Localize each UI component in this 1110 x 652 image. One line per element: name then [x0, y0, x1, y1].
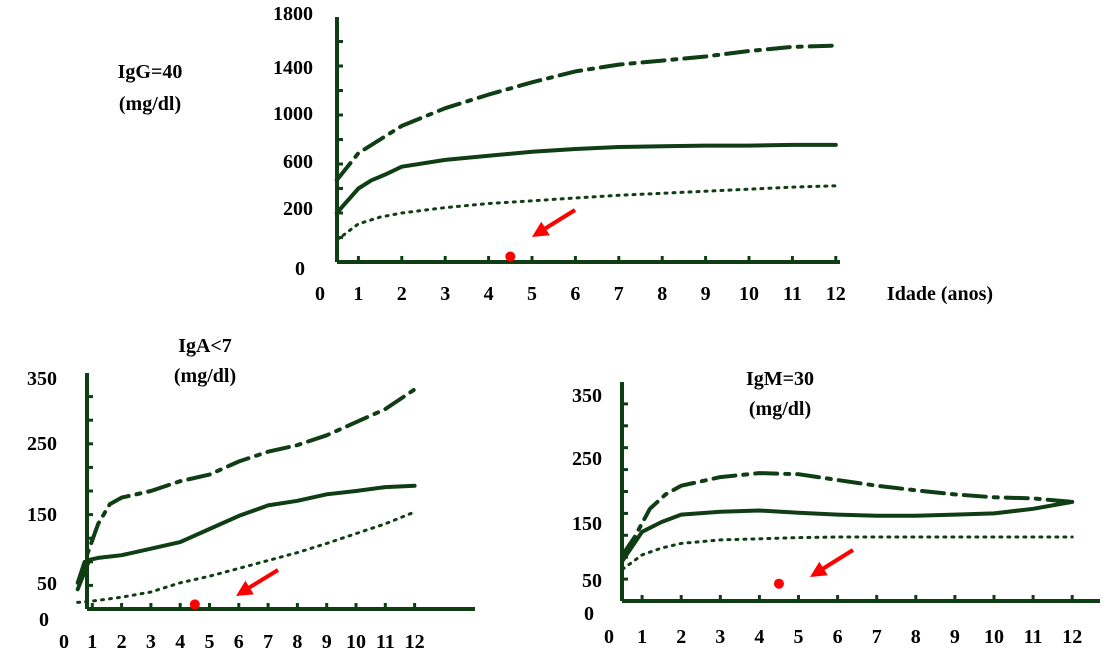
igg-x-tick-label: 7 [614, 283, 624, 305]
igg-series-solid [334, 142, 838, 215]
igm-y-tick-label: 350 [572, 385, 602, 407]
iga-patient-point [189, 599, 200, 610]
igg-patient-point [505, 251, 516, 262]
igg-x-tick-label: 4 [484, 283, 494, 305]
igm-series-solid [620, 499, 1075, 563]
igm-series-dashdot [620, 471, 1075, 557]
iga-y-tick-label: 150 [27, 504, 57, 526]
iga-x-tick-label: 0 [59, 631, 69, 652]
igg-series-dashdot [334, 43, 838, 183]
igm-x-tick-label: 2 [676, 626, 686, 648]
iga-series-dotted [76, 510, 417, 604]
iga-series-dashdot [75, 387, 417, 585]
igm-x-tick-label: 6 [833, 626, 843, 648]
igg-x-tick-label: 8 [657, 283, 667, 305]
igg-x-tick-label: 12 [826, 283, 846, 305]
iga-x-tick-label: 1 [87, 631, 97, 652]
iga-x-tick-label: 10 [346, 631, 366, 652]
igg-series-dotted [335, 184, 838, 242]
igg-x-axis-label: Idade (anos) [887, 283, 993, 305]
igg-x-tick-label: 5 [527, 283, 537, 305]
igm-patient-point [773, 578, 784, 589]
igm-y-tick-label: 50 [582, 570, 602, 592]
igm-y-tick-label: 0 [584, 603, 594, 625]
igm-x-tick-label: 7 [872, 626, 882, 648]
iga-series-solid [75, 483, 417, 592]
igm-y-tick-label: 150 [572, 513, 602, 535]
igm-x-tick-label: 4 [754, 626, 764, 648]
igg-arrow-head [532, 221, 550, 237]
igm-x-tick-label: 5 [794, 626, 804, 648]
igg-x-tick-label: 10 [739, 283, 759, 305]
iga-x-tick-label: 12 [405, 631, 425, 652]
iga-x-tick-label: 11 [376, 631, 395, 652]
igm-chart: 0 1 2 3 4 5 6 7 8 9 10 11 12050150250350IgM=30(mg/dl… [572, 368, 1100, 648]
igg-x-tick-label: 0 [315, 283, 325, 305]
iga-x-tick-label: 8 [292, 631, 302, 652]
igg-x-tick-label: 2 [397, 283, 407, 305]
iga-title-line: IgA<7 [178, 335, 232, 357]
iga-x-tick-label: 3 [146, 631, 156, 652]
iga-arrow-head [236, 580, 254, 596]
igg-y-tick-label: 1400 [273, 57, 313, 79]
igg-y-tick-label: 1000 [273, 103, 313, 125]
iga-y-tick-label: 350 [27, 368, 57, 390]
iga-y-tick-label: 250 [27, 433, 57, 455]
igg-title-line: (mg/dl) [119, 93, 181, 115]
igm-x-tick-label: 8 [911, 626, 921, 648]
igm-x-tick-label: 0 [604, 626, 614, 648]
igg-title-line: IgG=40 [118, 61, 183, 83]
igm-title-line: IgM=30 [746, 368, 814, 390]
igg-y-tick-label: 600 [283, 151, 313, 173]
igm-series-dotted [621, 535, 1074, 571]
iga-title-line: (mg/dl) [174, 365, 236, 387]
iga-y-tick-label: 0 [39, 609, 49, 631]
igg-x-tick-label: 1 [353, 283, 363, 305]
iga-x-tick-label: 7 [263, 631, 273, 652]
igg-x-tick-label: 6 [570, 283, 580, 305]
igg-x-tick-label: 3 [440, 283, 450, 305]
igm-x-tick-label: 1 [637, 626, 647, 648]
iga-y-tick-label: 50 [37, 573, 57, 595]
igm-arrow-head [810, 561, 828, 577]
iga-x-tick-label: 9 [322, 631, 332, 652]
igm-y-tick-label: 250 [572, 448, 602, 470]
igg-y-tick-label: 200 [283, 198, 313, 220]
igm-x-tick-label: 9 [950, 626, 960, 648]
igg-x-tick-label: 9 [701, 283, 711, 305]
igm-x-tick-label: 11 [1024, 626, 1043, 648]
iga-x-tick-label: 2 [117, 631, 127, 652]
igg-x-tick-label: 11 [783, 283, 802, 305]
iga-x-tick-label: 6 [234, 631, 244, 652]
igm-title-line: (mg/dl) [749, 398, 811, 420]
igm-x-tick-label: 12 [1062, 626, 1082, 648]
iga-x-tick-label: 4 [175, 631, 185, 652]
igm-x-tick-label: 3 [715, 626, 725, 648]
iga-x-tick-label: 5 [205, 631, 215, 652]
igg-y-tick-label: 0 [295, 258, 305, 280]
igm-x-tick-label: 10 [984, 626, 1004, 648]
igg-y-tick-label: 1800 [273, 3, 313, 25]
igg-chart: 0 1 2 3 4 5 6 7 8 9 10 11 120200600100014001800IgG=4… [118, 3, 993, 305]
